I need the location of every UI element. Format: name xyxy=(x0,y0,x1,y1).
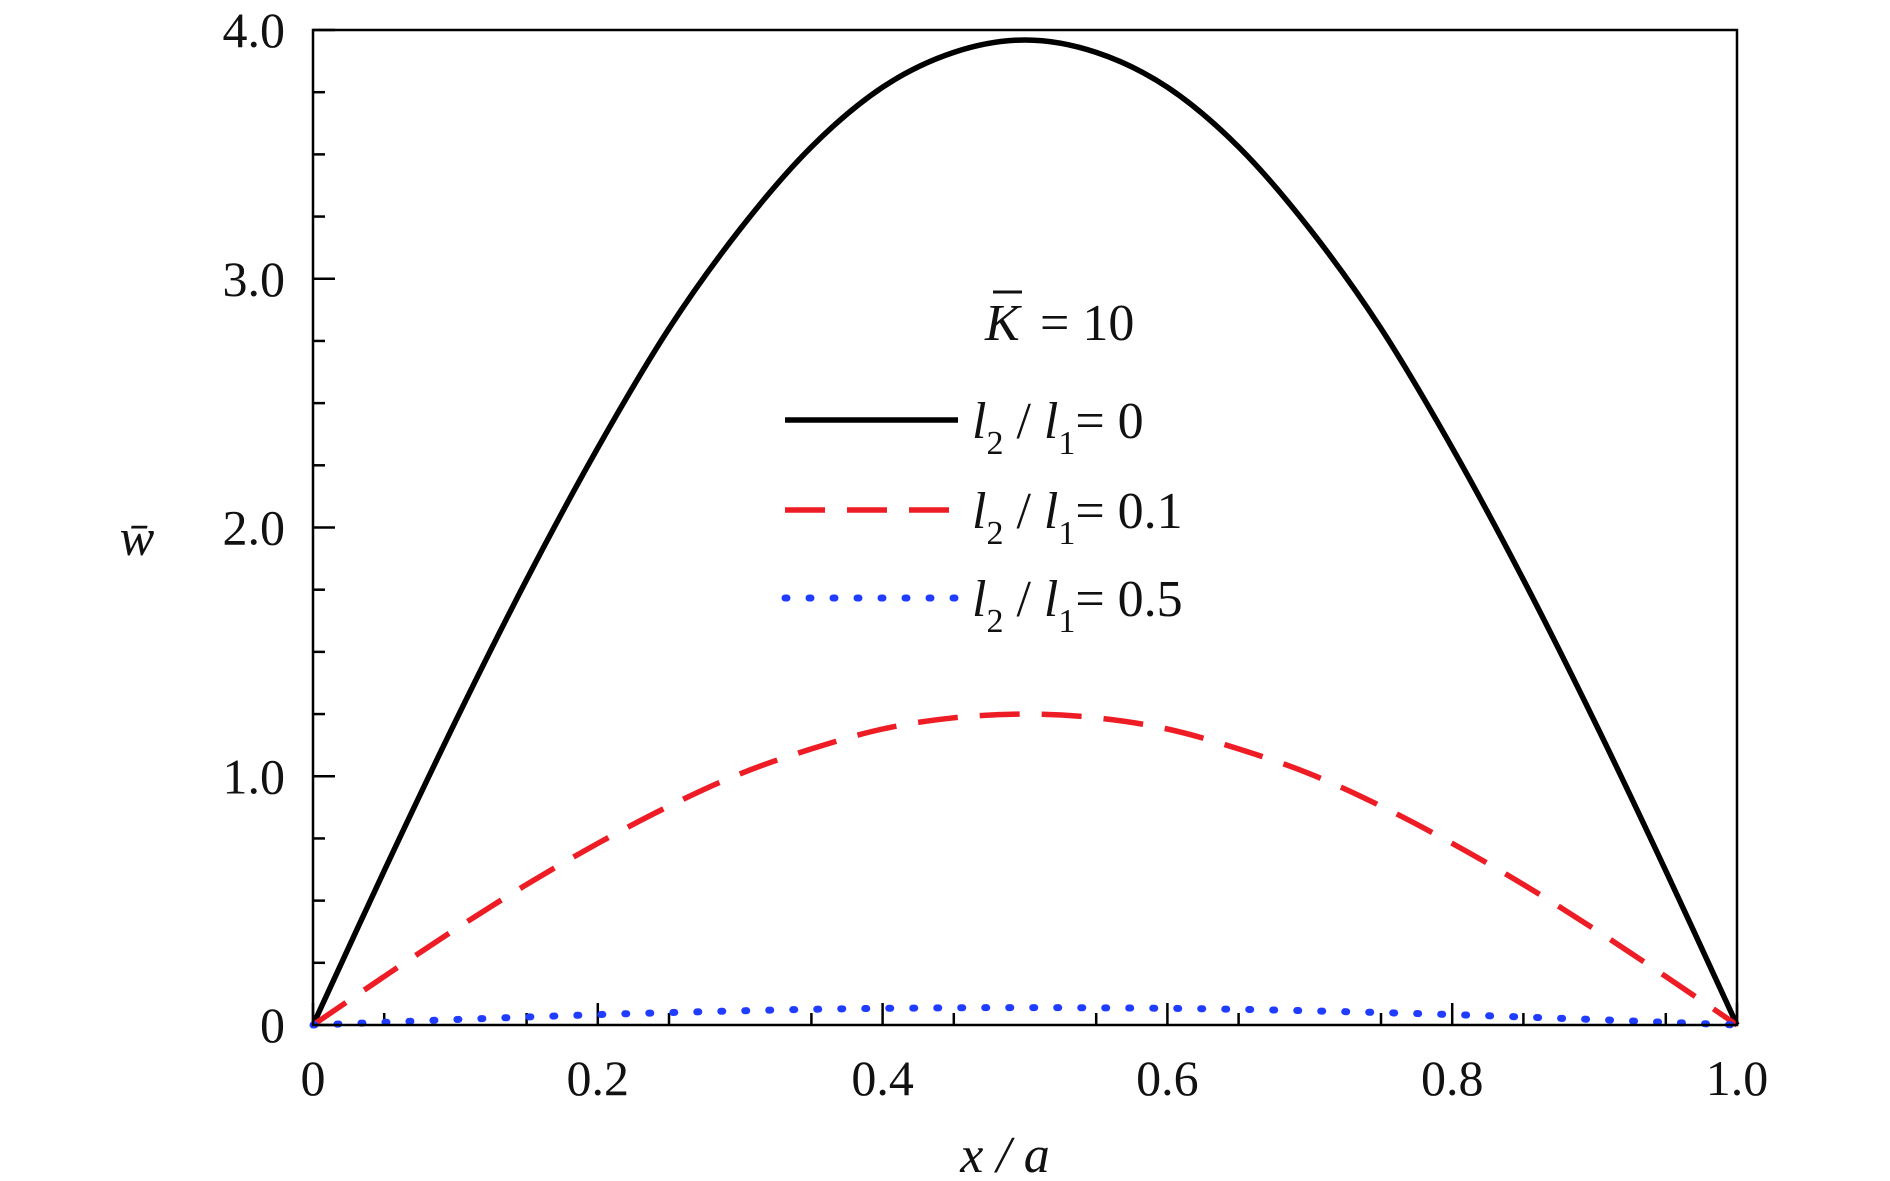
x-tick-label: 0.8 xyxy=(1421,1050,1484,1106)
y-tick-label: 0 xyxy=(260,997,285,1053)
x-tick-label: 1.0 xyxy=(1706,1050,1769,1106)
series-line-1 xyxy=(310,37,1740,1027)
y-tick-label: 1.0 xyxy=(223,748,286,804)
series-layer xyxy=(309,37,1741,1029)
legend-label-2: l2 / l1= 0.1 xyxy=(972,483,1183,552)
annotation-k-value: = 10 xyxy=(1040,295,1134,352)
minor-ticks xyxy=(313,90,1668,1025)
plot-frame xyxy=(311,28,1739,1027)
x-tick-label: 0.6 xyxy=(1136,1050,1199,1106)
annotation-k: K = 10 xyxy=(984,290,1134,352)
x-tick-label: 0 xyxy=(301,1050,326,1106)
x-axis-label: x / a xyxy=(959,1127,1050,1181)
y-tick-label: 4.0 xyxy=(223,2,286,58)
y-tick-label: 2.0 xyxy=(223,500,286,556)
y-tick-label: 3.0 xyxy=(223,251,286,307)
legend: l2 / l1= 0 l2 / l1= 0.1 l2 / l1= 0.5 xyxy=(781,393,1183,640)
annotation-k-symbol: K xyxy=(984,295,1022,352)
y-tick-labels: 0 1.0 2.0 3.0 4.0 xyxy=(223,2,286,1053)
legend-label-1: l2 / l1= 0 xyxy=(972,393,1144,462)
x-tick-labels: 0 0.2 0.4 0.6 0.8 1.0 xyxy=(301,1050,1769,1106)
y-axis-label: w̄ xyxy=(120,510,155,567)
x-tick-label: 0.4 xyxy=(851,1050,914,1106)
legend-label-3: l2 / l1= 0.5 xyxy=(972,571,1183,640)
series-line-2 xyxy=(311,711,1739,1028)
x-tick-label: 0.2 xyxy=(567,1050,630,1106)
